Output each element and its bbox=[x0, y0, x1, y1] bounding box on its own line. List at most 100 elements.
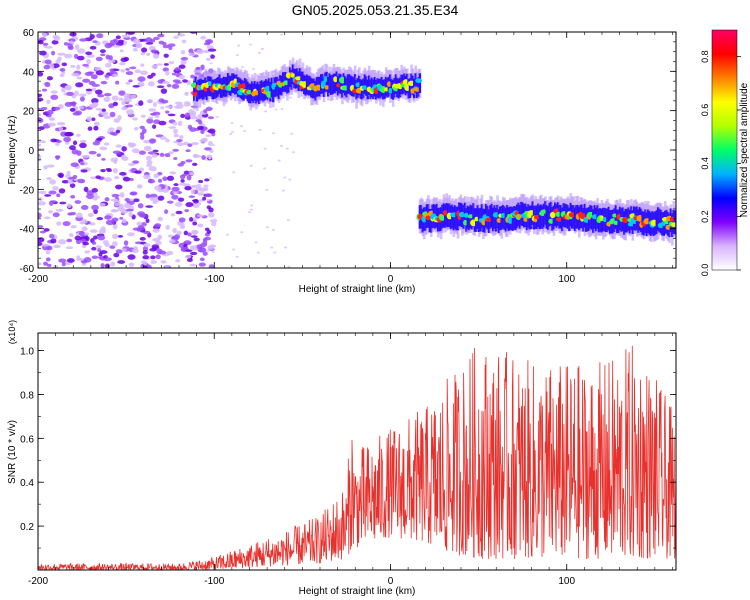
noise-speck bbox=[72, 140, 78, 146]
noise-speck bbox=[202, 251, 208, 256]
noise-speck bbox=[38, 113, 42, 117]
noise-speck bbox=[147, 179, 156, 184]
noise-speck bbox=[190, 245, 195, 251]
noise-speck bbox=[131, 248, 139, 253]
noise-speck bbox=[200, 129, 205, 135]
noise-speck bbox=[106, 168, 112, 173]
noise-speck bbox=[146, 52, 151, 56]
noise-speck bbox=[150, 255, 156, 260]
noise-speck bbox=[230, 122, 234, 125]
noise-speck bbox=[163, 53, 169, 58]
noise-speck bbox=[288, 96, 292, 99]
noise-speck bbox=[213, 218, 217, 221]
band-core bbox=[290, 69, 293, 90]
noise-speck bbox=[125, 68, 130, 71]
noise-speck bbox=[134, 69, 141, 74]
noise-speck bbox=[57, 172, 64, 178]
band-core bbox=[259, 81, 262, 101]
noise-speck bbox=[202, 240, 208, 246]
noise-speck bbox=[113, 176, 120, 180]
noise-speck bbox=[74, 44, 80, 50]
noise-speck bbox=[226, 233, 230, 236]
noise-speck bbox=[215, 115, 219, 118]
noise-speck bbox=[93, 192, 98, 198]
noise-speck bbox=[77, 178, 86, 184]
noise-speck bbox=[103, 115, 112, 119]
band-core bbox=[594, 207, 598, 232]
noise-speck bbox=[138, 100, 144, 106]
noise-speck bbox=[70, 162, 79, 168]
noise-speck bbox=[126, 109, 134, 115]
band-blob bbox=[612, 213, 618, 218]
x-tick-label: -200 bbox=[28, 576, 48, 587]
noise-speck bbox=[112, 101, 119, 107]
band-core bbox=[490, 203, 493, 228]
noise-speck bbox=[140, 63, 145, 67]
noise-speck bbox=[160, 106, 165, 110]
noise-speck bbox=[46, 263, 52, 267]
y-tick-label: -20 bbox=[20, 185, 35, 196]
noise-speck bbox=[80, 205, 89, 211]
noise-speck bbox=[169, 171, 177, 175]
noise-speck bbox=[104, 74, 110, 78]
band-core bbox=[511, 207, 515, 231]
noise-speck bbox=[78, 230, 85, 237]
noise-speck bbox=[173, 35, 179, 39]
noise-speck bbox=[51, 40, 59, 45]
noise-speck bbox=[113, 45, 121, 48]
noise-speck bbox=[49, 179, 57, 185]
noise-speck bbox=[162, 44, 170, 49]
band-core bbox=[193, 81, 196, 101]
noise-speck bbox=[132, 160, 140, 164]
noise-speck bbox=[112, 73, 119, 77]
band-blob bbox=[336, 83, 341, 88]
noise-speck bbox=[74, 200, 82, 204]
noise-speck bbox=[86, 58, 91, 65]
noise-speck bbox=[177, 197, 185, 202]
noise-speck bbox=[176, 139, 183, 143]
band-core bbox=[417, 77, 420, 97]
noise-speck bbox=[285, 147, 289, 150]
noise-speck bbox=[66, 170, 71, 176]
noise-speck bbox=[180, 222, 185, 228]
noise-speck bbox=[92, 102, 99, 107]
noise-speck bbox=[91, 83, 100, 87]
noise-speck bbox=[170, 213, 176, 217]
noise-speck bbox=[89, 222, 96, 226]
noise-speck bbox=[67, 43, 73, 49]
noise-speck bbox=[38, 108, 43, 111]
noise-speck bbox=[124, 97, 132, 103]
noise-speck bbox=[87, 126, 93, 131]
noise-speck bbox=[118, 90, 126, 96]
noise-speck bbox=[243, 129, 247, 132]
noise-speck bbox=[152, 36, 160, 41]
noise-speck bbox=[109, 131, 117, 136]
band-core bbox=[418, 73, 422, 93]
noise-speck bbox=[85, 51, 93, 56]
y-tick-label: -40 bbox=[20, 225, 35, 236]
noise-speck bbox=[161, 42, 167, 46]
noise-speck bbox=[196, 214, 205, 218]
noise-speck bbox=[148, 166, 157, 172]
noise-speck bbox=[136, 221, 143, 226]
noise-speck bbox=[45, 257, 51, 262]
noise-speck bbox=[133, 126, 139, 131]
noise-speck bbox=[188, 109, 194, 114]
band-blob bbox=[602, 217, 608, 223]
noise-speck bbox=[183, 102, 191, 107]
noise-speck bbox=[240, 66, 244, 69]
noise-speck bbox=[146, 118, 154, 124]
noise-speck bbox=[41, 88, 48, 92]
band-blob bbox=[383, 87, 389, 92]
noise-speck bbox=[112, 233, 119, 240]
noise-speck bbox=[81, 154, 90, 158]
colorbar-ticks: 0.0 0.2 0.4 0.6 0.8 bbox=[700, 50, 741, 276]
band-core bbox=[287, 72, 290, 93]
noise-speck bbox=[211, 250, 215, 253]
noise-speck bbox=[204, 227, 210, 231]
noise-speck bbox=[263, 147, 267, 150]
noise-speck bbox=[100, 80, 108, 85]
band-core bbox=[561, 207, 564, 232]
noise-speck bbox=[63, 136, 72, 143]
noise-speck bbox=[41, 243, 50, 247]
